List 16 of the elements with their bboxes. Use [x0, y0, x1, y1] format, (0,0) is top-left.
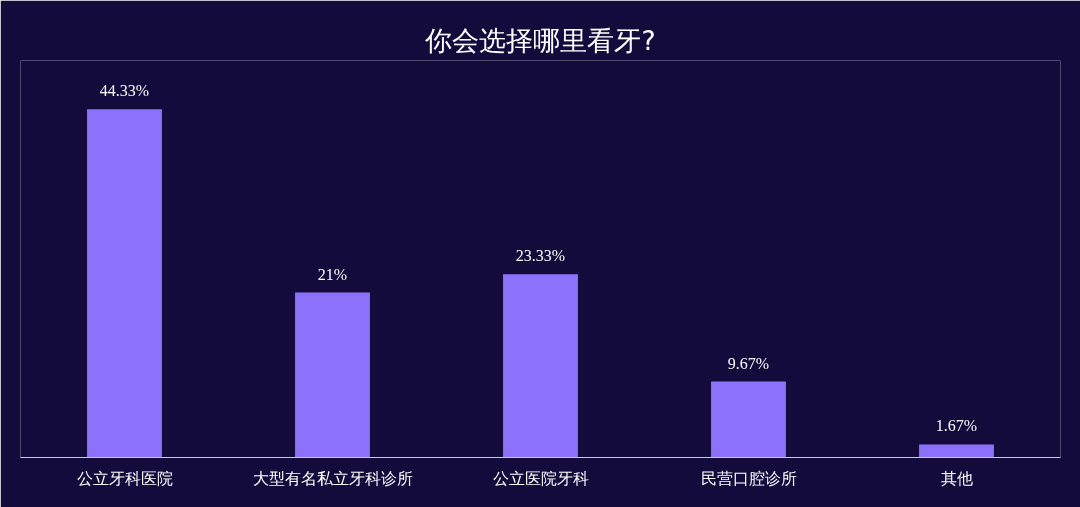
data-label: 21%: [317, 265, 348, 283]
bar: [503, 274, 578, 458]
x-tick-label: 大型有名私立牙科诊所: [252, 468, 413, 488]
data-label: 9.67%: [727, 354, 770, 372]
bar: [295, 292, 370, 458]
bar: [87, 109, 162, 458]
x-tick-label: 公立医院牙科: [492, 468, 589, 488]
bar: [711, 381, 786, 458]
data-label: 23.33%: [515, 247, 566, 265]
data-label: 1.67%: [935, 417, 978, 435]
x-tick-label: 民营口腔诊所: [700, 468, 797, 488]
x-tick-label: 公立牙科医院: [76, 468, 173, 488]
data-label: 44.33%: [99, 82, 150, 100]
x-tick-label: 其他: [940, 468, 973, 488]
chart-title: 你会选择哪里看牙?: [424, 24, 656, 56]
bar: [919, 444, 994, 458]
